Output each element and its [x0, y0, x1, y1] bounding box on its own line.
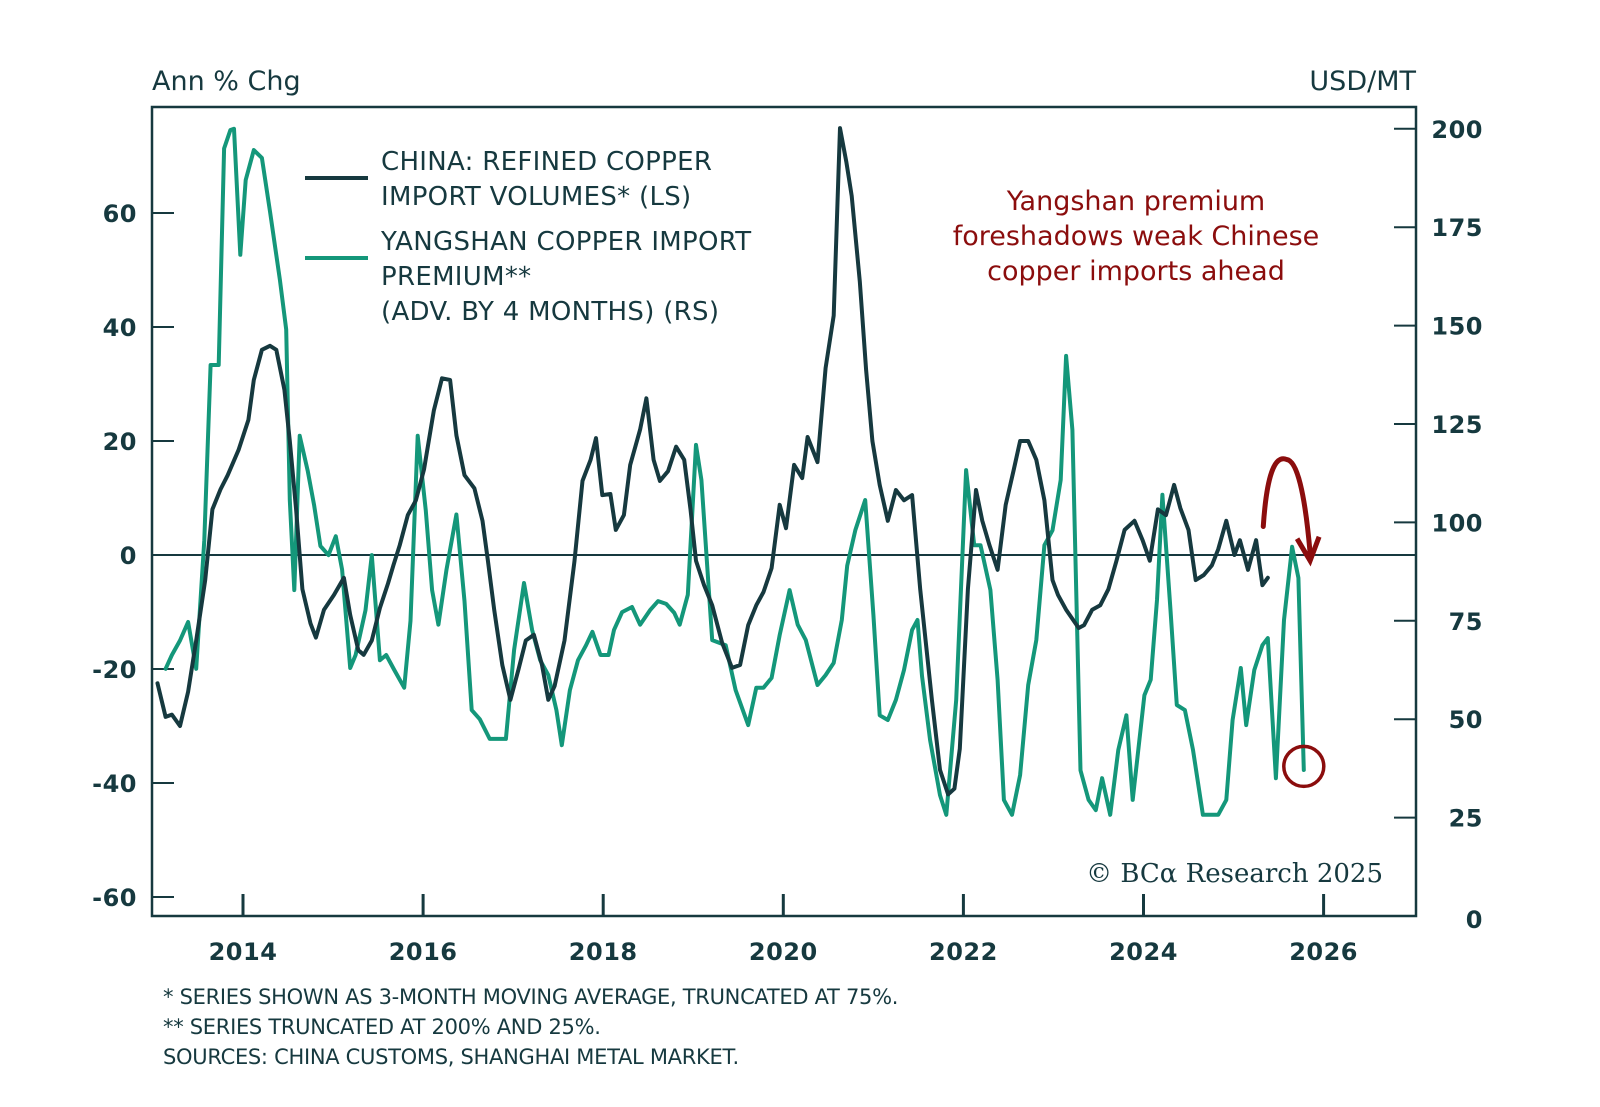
- left-tick-label: 20: [103, 428, 137, 456]
- right-tick-label: 125: [1431, 411, 1483, 439]
- left-tick-label: -60: [92, 884, 137, 912]
- right-tick-label: 200: [1431, 116, 1483, 144]
- annotation-line-3: copper imports ahead: [987, 256, 1285, 287]
- x-tick-label: 2024: [1109, 938, 1178, 966]
- right-tick-label: 25: [1449, 805, 1483, 833]
- legend-label-yangshan-premium-line3: (ADV. BY 4 MONTHS) (RS): [381, 297, 719, 327]
- footnote-sources: SOURCES: CHINA CUSTOMS, SHANGHAI METAL M…: [163, 1045, 739, 1069]
- x-tick-label: 2018: [569, 938, 638, 966]
- left-tick-label: 60: [103, 200, 137, 228]
- x-tick-label: 2026: [1289, 938, 1358, 966]
- annotation-line-1: Yangshan premium: [1006, 186, 1265, 217]
- annotation-arrowhead: [1294, 535, 1322, 567]
- legend-label-copper-import-volumes-line2: IMPORT VOLUMES* (LS): [381, 182, 691, 212]
- footnote-1: * SERIES SHOWN AS 3-MONTH MOVING AVERAGE…: [163, 985, 898, 1009]
- x-tick-label: 2020: [749, 938, 818, 966]
- annotation-curved-arrow: [1260, 456, 1313, 556]
- x-tick-label: 2016: [389, 938, 458, 966]
- x-tick-label: 2014: [209, 938, 278, 966]
- left-tick-label: -20: [92, 656, 137, 684]
- legend-label-yangshan-premium-line2: PREMIUM**: [381, 262, 531, 292]
- series-layer: [155, 126, 1306, 817]
- copyright: © BCα Research 2025: [1086, 859, 1383, 889]
- legend: CHINA: REFINED COPPER IMPORT VOLUMES* (L…: [305, 147, 751, 327]
- legend-label-yangshan-premium-line1: YANGSHAN COPPER IMPORT: [380, 227, 751, 257]
- right-tick-label: 175: [1431, 214, 1483, 242]
- left-axis: 60 40 20 0 -20 -40 -60: [92, 200, 174, 912]
- right-tick-label: 50: [1449, 706, 1483, 734]
- annotation-circle: [1282, 744, 1326, 789]
- x-tick-label: 2022: [929, 938, 998, 966]
- right-tick-label: 150: [1431, 313, 1483, 341]
- left-axis-title: Ann % Chg: [152, 66, 301, 97]
- series-line-yangshan-premium: [163, 126, 1306, 817]
- right-axis-title: USD/MT: [1309, 66, 1416, 97]
- right-tick-label: 100: [1431, 509, 1483, 537]
- left-tick-label: 40: [103, 314, 137, 342]
- x-axis: 2014 2016 2018 2020 2022 2024 2026: [209, 894, 1358, 966]
- left-tick-label: 0: [120, 542, 137, 570]
- left-tick-label: -40: [92, 770, 137, 798]
- right-tick-label: 75: [1449, 608, 1483, 636]
- series-line-copper-import-volumes: [155, 126, 1270, 797]
- footnote-2: ** SERIES TRUNCATED AT 200% AND 25%.: [163, 1015, 601, 1039]
- annotation: Yangshan premium foreshadows weak Chines…: [953, 186, 1320, 287]
- right-tick-label: 0: [1466, 906, 1483, 934]
- legend-label-copper-import-volumes-line1: CHINA: REFINED COPPER: [381, 147, 712, 177]
- right-axis: 200 175 150 125 100 75 50 25 0: [1394, 116, 1483, 934]
- annotation-line-2: foreshadows weak Chinese: [953, 221, 1320, 252]
